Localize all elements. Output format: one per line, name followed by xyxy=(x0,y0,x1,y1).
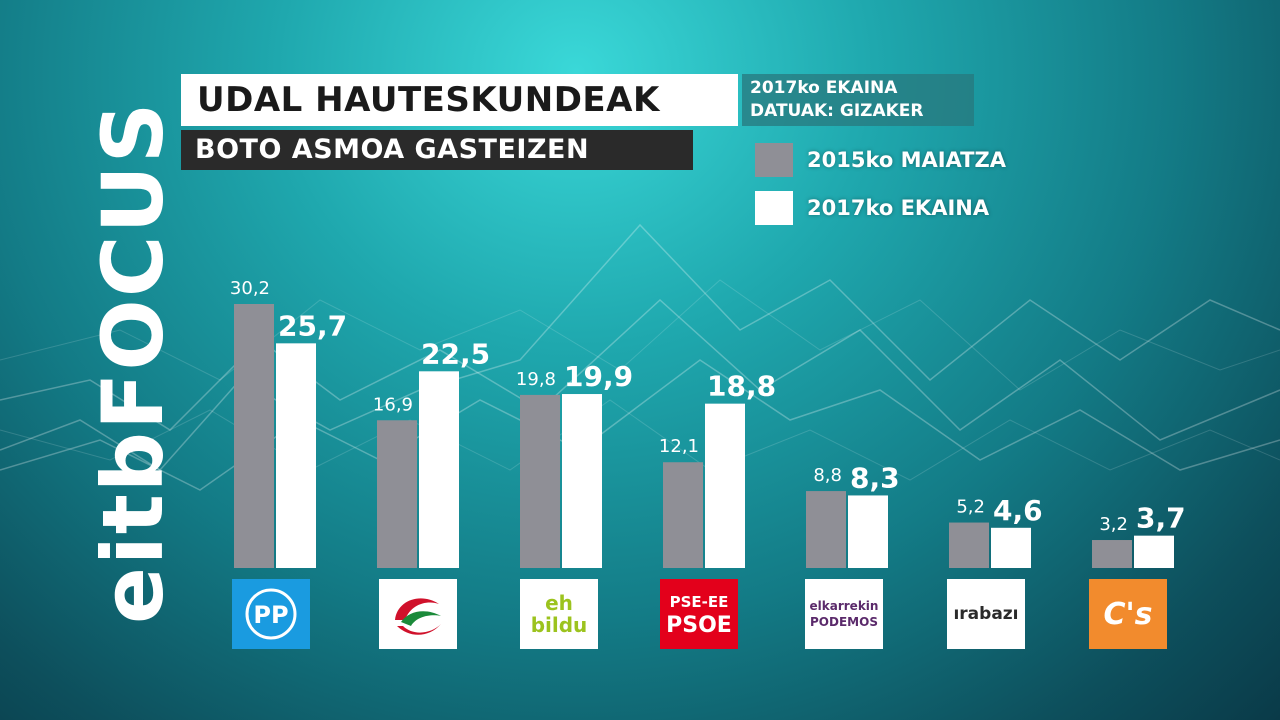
bar-group: 12,1 18,8 xyxy=(659,370,776,568)
bar-group: 5,2 4,6 xyxy=(949,494,1043,568)
cs-logo-text: C's xyxy=(1103,596,1153,632)
bar-2015 xyxy=(377,420,417,568)
source-info-box: 2017ko EKAINA DATUAK: GIZAKER xyxy=(742,74,974,126)
bar-2015 xyxy=(806,491,846,568)
data-label-2017: 18,8 xyxy=(707,370,776,403)
bar-2017 xyxy=(419,371,459,568)
bar-group: 19,8 19,9 xyxy=(516,360,633,568)
logo-irabazi: ırabazı xyxy=(947,579,1025,649)
eh-bildu-logo-line2: bildu xyxy=(530,613,588,637)
logo-ciudadanos: C's xyxy=(1089,579,1167,649)
data-label-2017: 4,6 xyxy=(993,494,1043,527)
bar-2017 xyxy=(848,495,888,568)
podemos-logo-line2: PODEMOS xyxy=(810,615,878,629)
psoe-logo-line2: PSOE xyxy=(666,613,732,638)
eaj-pnv-logo-icon xyxy=(395,598,441,635)
bar-group: 30,2 25,7 xyxy=(230,278,347,568)
page-title: UDAL HAUTESKUNDEAK xyxy=(181,74,738,126)
bar-group: 3,2 3,7 xyxy=(1092,502,1186,568)
pse-logo-line1: PSE-EE xyxy=(669,593,729,611)
bar-2015 xyxy=(949,522,989,568)
bar-group: 16,9 22,5 xyxy=(373,337,490,568)
survey-date: 2017ko EKAINA xyxy=(750,78,898,98)
data-label-2017: 3,7 xyxy=(1136,502,1186,535)
bar-2017 xyxy=(276,343,316,568)
irabazi-logo-line1: ırabazı xyxy=(953,604,1019,624)
legend-swatch-2017 xyxy=(755,191,793,225)
data-label-2015: 30,2 xyxy=(230,278,270,299)
bar-2015 xyxy=(663,462,703,568)
logo-pse-psoe: PSE-EE PSOE xyxy=(660,579,738,649)
data-label-2015: 12,1 xyxy=(659,436,699,457)
bar-2017 xyxy=(991,527,1031,568)
data-label-2015: 8,8 xyxy=(813,465,842,486)
eh-bildu-logo-line1: eh xyxy=(545,591,573,615)
bar-group: 8,8 8,3 xyxy=(806,461,900,568)
legend-label-2017: 2017ko EKAINA xyxy=(807,196,990,220)
bar-2017 xyxy=(1134,535,1174,568)
page-subtitle: BOTO ASMOA GASTEIZEN xyxy=(181,130,693,170)
bar-2017 xyxy=(562,394,602,568)
logo-eh-bildu: eh bildu xyxy=(520,579,598,649)
pp-logo-text: PP xyxy=(253,601,288,629)
data-label-2017: 19,9 xyxy=(564,360,633,393)
logo-eaj-pnv xyxy=(379,579,457,649)
data-label-2017: 22,5 xyxy=(421,337,490,370)
bar-2015 xyxy=(520,394,560,568)
bar-2015 xyxy=(1092,540,1132,568)
logo-pp: PP xyxy=(232,579,310,649)
data-label-2017: 8,3 xyxy=(850,461,900,494)
data-label-2017: 25,7 xyxy=(278,309,347,342)
data-label-2015: 16,9 xyxy=(373,394,413,415)
data-source: DATUAK: GIZAKER xyxy=(750,101,924,121)
data-label-2015: 5,2 xyxy=(956,497,985,518)
legend-swatch-2015 xyxy=(755,143,793,177)
data-label-2015: 3,2 xyxy=(1099,514,1128,535)
legend-label-2015: 2015ko MAIATZA xyxy=(807,148,1006,172)
pp-logo-icon: PP xyxy=(245,588,297,640)
bar-2017 xyxy=(705,403,745,568)
data-label-2015: 19,8 xyxy=(516,369,556,390)
bar-2015 xyxy=(234,304,274,568)
logo-elkarrekin-podemos: elkarrekin PODEMOS xyxy=(805,579,883,649)
podemos-logo-line1: elkarrekin xyxy=(809,599,879,613)
